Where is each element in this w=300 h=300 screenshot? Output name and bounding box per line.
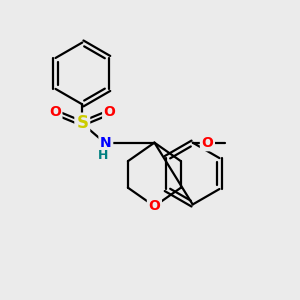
Text: O: O bbox=[49, 105, 61, 119]
Text: H: H bbox=[98, 148, 109, 161]
Text: O: O bbox=[202, 136, 213, 150]
Text: S: S bbox=[76, 115, 88, 133]
Text: O: O bbox=[148, 199, 160, 213]
Text: N: N bbox=[100, 136, 112, 150]
Text: O: O bbox=[104, 105, 116, 119]
